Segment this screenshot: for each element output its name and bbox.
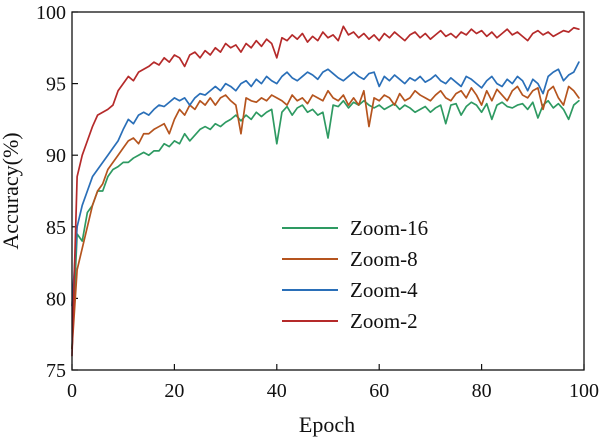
legend-item: Zoom-2 [282, 309, 418, 333]
x-axis-title: Epoch [299, 412, 355, 437]
x-tick-label: 60 [369, 380, 389, 402]
series-line-zoom-16 [71, 99, 580, 350]
legend-item: Zoom-8 [282, 247, 418, 271]
x-tick-label: 40 [267, 380, 287, 402]
y-axis-ticks: 75 80 85 90 95 100 [36, 2, 78, 382]
legend-label: Zoom-16 [350, 216, 428, 240]
legend-item: Zoom-16 [282, 216, 428, 240]
y-axis-title: Accuracy(%) [0, 132, 23, 249]
legend-label: Zoom-4 [350, 278, 418, 302]
series-line-zoom-2 [71, 25, 580, 357]
y-tick-label: 80 [46, 288, 66, 310]
legend-item: Zoom-4 [282, 278, 418, 302]
x-tick-label: 80 [472, 380, 492, 402]
x-tick-label: 100 [569, 380, 599, 402]
y-tick-label: 75 [46, 360, 66, 382]
plot-frame [71, 11, 585, 371]
y-tick-label: 100 [36, 2, 66, 24]
x-tick-label: 20 [164, 380, 184, 402]
series-line-zoom-8 [71, 85, 580, 350]
legend-label: Zoom-8 [350, 247, 418, 271]
x-axis-ticks: 0 20 40 60 80 100 [67, 364, 599, 402]
legend-label: Zoom-2 [350, 309, 418, 333]
y-tick-label: 85 [46, 217, 66, 239]
y-tick-label: 90 [46, 145, 66, 167]
series-line-zoom-4 [71, 61, 580, 307]
legend: Zoom-16 Zoom-8 Zoom-4 Zoom-2 [282, 216, 428, 333]
x-tick-label: 0 [67, 380, 77, 402]
series-lines [71, 25, 580, 357]
y-tick-label: 95 [46, 74, 66, 96]
